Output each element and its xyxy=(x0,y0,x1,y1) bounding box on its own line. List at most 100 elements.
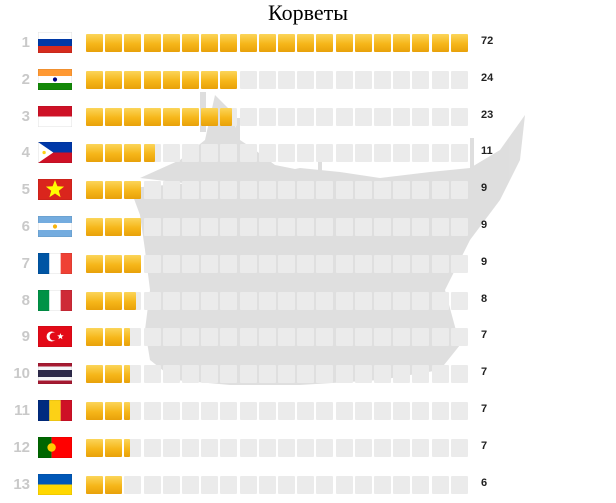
value-label: 9 xyxy=(481,255,488,268)
bar-segment-filled xyxy=(124,254,142,273)
bar-segment-empty xyxy=(278,402,295,420)
bar-segment-empty xyxy=(258,291,276,310)
bar-segment-empty xyxy=(412,438,430,457)
bar-segment-empty xyxy=(143,328,161,347)
bar-segment-empty xyxy=(201,438,219,457)
bar-segment-partial-fill xyxy=(124,291,136,310)
bar-segment-empty xyxy=(393,218,411,236)
bar-segment-empty xyxy=(182,402,199,420)
bar-segment-partial-fill xyxy=(220,107,232,126)
bar-segment-empty xyxy=(450,438,468,457)
bar-segment-empty xyxy=(143,365,161,384)
bar-segment-empty xyxy=(143,254,161,273)
value-label: 11 xyxy=(481,145,493,158)
bar-segment-empty xyxy=(374,291,391,310)
bar-segment-empty xyxy=(450,254,468,273)
bar-segment-empty xyxy=(393,328,411,347)
bar-segment-filled xyxy=(86,475,103,494)
bar-row: 10 7 xyxy=(0,363,616,387)
bar-row: 1 72 xyxy=(0,32,616,56)
bar-segment-empty xyxy=(393,144,411,163)
bar-segment-empty xyxy=(335,254,353,273)
bar-segment-empty xyxy=(220,328,238,347)
bar-segment-empty xyxy=(182,328,199,347)
ukraine-flag xyxy=(38,473,72,495)
bar-segment-empty xyxy=(239,402,257,420)
bar-segment-empty xyxy=(412,328,430,347)
bar-segment-empty xyxy=(297,218,315,236)
bar-segment-empty xyxy=(220,291,238,310)
bar-segment-empty xyxy=(450,475,468,494)
bar-segment-empty xyxy=(354,218,372,236)
bar-segment-empty xyxy=(412,107,430,126)
bar-segment-empty xyxy=(316,218,334,236)
bar-segment-empty xyxy=(278,144,295,163)
bar-segment-empty xyxy=(182,438,199,457)
bar-segment-filled xyxy=(182,107,199,126)
bar-segment-empty xyxy=(143,438,161,457)
bar-segment-filled xyxy=(124,70,142,89)
bar-segment-filled xyxy=(201,70,219,89)
bar-segment-empty xyxy=(316,365,334,384)
bar-segment-filled xyxy=(86,34,103,52)
bar-row: 2 24 xyxy=(0,68,616,93)
bar-segment-empty xyxy=(354,291,372,310)
bar-segment-empty xyxy=(354,438,372,457)
bar-segment-empty xyxy=(297,438,315,457)
turkey-flag xyxy=(38,326,72,348)
romania-flag xyxy=(38,400,72,421)
bar-segment-empty xyxy=(450,218,468,236)
bar-row: 4 11 xyxy=(0,142,616,166)
bar-segment-empty xyxy=(258,254,276,273)
bar-segment-empty xyxy=(258,328,276,347)
bar-segment-filled xyxy=(86,328,103,347)
bar-segment-empty xyxy=(278,181,295,200)
bar-segment-empty xyxy=(354,70,372,89)
bar-segment-empty xyxy=(182,475,199,494)
bar-segment-empty xyxy=(450,402,468,420)
bar-segment-empty xyxy=(182,181,199,200)
value-label: 23 xyxy=(481,108,494,121)
bar-segment-partial xyxy=(143,144,161,163)
bar-segment-filled xyxy=(105,181,123,200)
bar-row: 12 7 xyxy=(0,436,616,461)
bar-segment-filled xyxy=(143,70,161,89)
bar-row: 11 7 xyxy=(0,400,616,424)
bar-segment-empty xyxy=(431,254,449,273)
bar-segment-empty xyxy=(450,365,468,384)
bar-segment-empty xyxy=(393,475,411,494)
bar-segment-filled xyxy=(86,402,103,420)
bar-segment-empty xyxy=(335,144,353,163)
bar-segment-empty xyxy=(431,144,449,163)
bar-row: 3 23 xyxy=(0,105,616,130)
bar-segment-empty xyxy=(278,438,295,457)
bar-segment-empty xyxy=(297,70,315,89)
bar-segment-empty xyxy=(201,328,219,347)
bar-segment-empty xyxy=(431,328,449,347)
bar-segment-empty xyxy=(239,328,257,347)
bar-segment-partial xyxy=(220,107,238,126)
bar-segment-empty xyxy=(278,365,295,384)
bar-segment-empty xyxy=(431,438,449,457)
bar-segment-empty xyxy=(201,144,219,163)
bar-segment-empty xyxy=(201,181,219,200)
bar-segment-empty xyxy=(354,254,372,273)
bar-segment-empty xyxy=(162,254,180,273)
bar-segment-filled xyxy=(105,328,123,347)
bar-segment-empty xyxy=(220,475,238,494)
bar-segment-empty xyxy=(297,365,315,384)
value-label: 7 xyxy=(481,403,488,415)
bar-segment-empty xyxy=(239,365,257,384)
bar-segment-empty xyxy=(316,181,334,200)
bar-segment-empty xyxy=(316,328,334,347)
bar-segment-empty xyxy=(162,365,180,384)
bar-segment-filled xyxy=(239,34,257,52)
bar-segment-filled xyxy=(105,34,123,52)
bar-segment-partial-fill xyxy=(124,365,131,384)
value-label: 7 xyxy=(481,366,488,379)
bar-segment-empty xyxy=(412,181,430,200)
bar-segment-empty xyxy=(162,291,180,310)
bar-segment-empty xyxy=(239,218,257,236)
